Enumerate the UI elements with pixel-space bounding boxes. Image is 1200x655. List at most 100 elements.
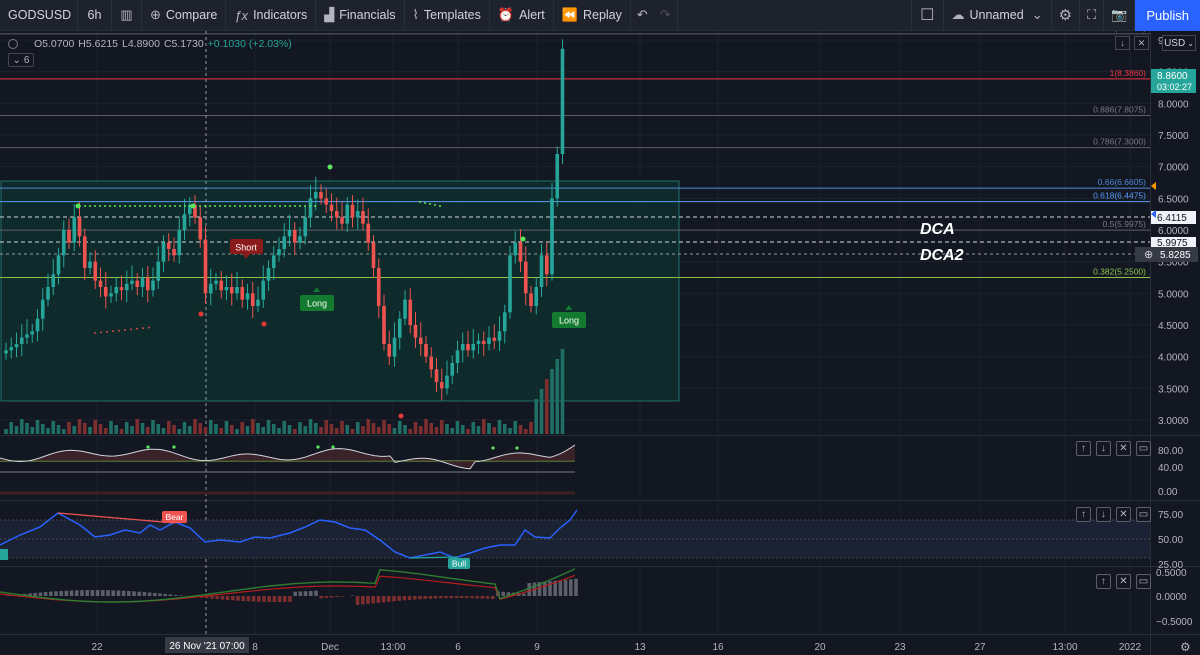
chart-type-button[interactable]: ▥ — [112, 0, 142, 31]
candle-body[interactable] — [497, 331, 502, 341]
candle-body[interactable] — [187, 204, 192, 215]
candle-body[interactable] — [303, 217, 308, 237]
plus-circle-icon[interactable]: ⊕ — [1144, 249, 1153, 261]
pane-maximize-button[interactable]: ▭ — [1136, 507, 1151, 522]
candle-body[interactable] — [198, 217, 203, 240]
pane-close-button[interactable]: ✕ — [1116, 441, 1131, 456]
candle-body[interactable] — [130, 280, 134, 284]
candle-body[interactable] — [61, 230, 66, 256]
candle-body[interactable] — [4, 350, 8, 354]
long-signal-1[interactable]: Long — [300, 287, 334, 311]
candle-body[interactable] — [408, 299, 413, 325]
candle-body[interactable] — [82, 236, 87, 268]
candle-body[interactable] — [492, 337, 497, 341]
candle-body[interactable] — [413, 325, 418, 338]
symbol-search[interactable]: GODSUSD — [0, 0, 78, 31]
candle-body[interactable] — [56, 255, 61, 275]
candle-body[interactable] — [513, 242, 518, 256]
candle-body[interactable] — [434, 369, 439, 382]
candle-body[interactable] — [487, 337, 491, 344]
candle-body[interactable] — [371, 242, 376, 268]
snapshot-button[interactable]: 📷 — [1104, 0, 1136, 31]
candle-body[interactable] — [334, 211, 339, 218]
candle-body[interactable] — [177, 230, 182, 256]
candle-body[interactable] — [72, 217, 77, 243]
candle-body[interactable] — [51, 274, 56, 287]
candle-body[interactable] — [266, 268, 271, 281]
pane-maximize-button[interactable]: ▭ — [1136, 574, 1151, 589]
candle-body[interactable] — [429, 356, 434, 370]
financials-button[interactable]: ▟ Financials — [316, 0, 405, 31]
candle-body[interactable] — [550, 198, 554, 275]
candle-body[interactable] — [376, 268, 381, 306]
candle-body[interactable] — [392, 337, 397, 357]
alert-marker-icon[interactable] — [1151, 210, 1156, 218]
candle-body[interactable] — [366, 223, 371, 243]
candle-body[interactable] — [145, 277, 150, 291]
candle-body[interactable] — [235, 287, 239, 294]
candle-body[interactable] — [313, 192, 318, 199]
short-signal[interactable]: Short — [230, 239, 263, 259]
candle-body[interactable] — [40, 299, 45, 319]
time-axis[interactable]: 22 8 Dec 13:00 6 9 13 16 20 23 27 13:00 2022 — [91, 642, 1141, 653]
candle-body[interactable] — [25, 334, 29, 338]
candle-body[interactable] — [193, 204, 197, 218]
candle-body[interactable] — [481, 340, 486, 344]
candle-body[interactable] — [555, 154, 560, 199]
candle-body[interactable] — [245, 293, 250, 300]
settings-gear-icon[interactable]: ⚙ — [1180, 640, 1191, 654]
candle-body[interactable] — [329, 204, 334, 211]
candle-body[interactable] — [319, 192, 323, 199]
visibility-circle-icon[interactable] — [8, 39, 18, 49]
candle-body[interactable] — [277, 249, 281, 256]
chart-canvas[interactable]: 1.14(9.0965) 1(8.3860) 0.886(7.8075) 0.786(… — [0, 31, 1200, 655]
candle-body[interactable] — [88, 261, 92, 268]
candle-body[interactable] — [382, 306, 386, 344]
indicator-collapse-button[interactable]: ⌄ 6 — [8, 53, 34, 67]
replay-button[interactable]: ⏪ Replay — [554, 0, 631, 31]
candle-body[interactable] — [471, 344, 476, 351]
pane-move-up-button[interactable]: ↑ — [1076, 441, 1091, 456]
candle-body[interactable] — [476, 340, 481, 344]
candle-body[interactable] — [460, 344, 465, 351]
candle-body[interactable] — [140, 277, 145, 288]
candle-body[interactable] — [156, 261, 161, 281]
candle-body[interactable] — [119, 287, 124, 291]
candle-body[interactable] — [560, 48, 565, 154]
pane-move-up-button[interactable]: ↑ — [1096, 574, 1111, 589]
candle-body[interactable] — [19, 337, 24, 344]
candle-body[interactable] — [208, 283, 213, 294]
pane-close-button[interactable]: ✕ — [1116, 507, 1131, 522]
range-box[interactable] — [0, 180, 680, 402]
candle-body[interactable] — [9, 347, 14, 351]
candle-body[interactable] — [298, 236, 302, 243]
candle-body[interactable] — [287, 230, 292, 237]
candle-body[interactable] — [166, 242, 171, 249]
candle-body[interactable] — [340, 217, 344, 224]
candle-body[interactable] — [424, 344, 428, 357]
pane-move-down-button[interactable]: ↓ — [1096, 441, 1111, 456]
settings-button[interactable]: ⚙ — [1052, 0, 1081, 31]
pane-close-button[interactable]: ✕ — [1116, 574, 1131, 589]
candle-body[interactable] — [77, 217, 82, 237]
candle-body[interactable] — [271, 255, 276, 268]
fullscreen-button[interactable]: ⛶ — [1080, 0, 1105, 31]
candle-body[interactable] — [172, 249, 176, 256]
candle-body[interactable] — [98, 280, 103, 287]
candle-body[interactable] — [445, 375, 449, 389]
layout-menu[interactable]: ☁ Unnamed ⌄ — [944, 0, 1052, 31]
undo-button[interactable]: ↶ — [631, 0, 654, 31]
bull-divergence-label[interactable]: Bull — [448, 558, 470, 569]
candle-body[interactable] — [355, 211, 360, 218]
candle-body[interactable] — [124, 283, 129, 291]
candle-body[interactable] — [224, 287, 229, 291]
candle-body[interactable] — [214, 280, 218, 284]
candle-body[interactable] — [529, 293, 533, 306]
candle-body[interactable] — [324, 198, 329, 205]
candle-body[interactable] — [46, 287, 50, 300]
pane-close-button[interactable]: ✕ — [1134, 36, 1149, 50]
candle-body[interactable] — [308, 198, 313, 218]
candle-body[interactable] — [387, 344, 392, 357]
candle-body[interactable] — [345, 204, 350, 224]
publish-button[interactable]: Publish — [1135, 0, 1200, 31]
